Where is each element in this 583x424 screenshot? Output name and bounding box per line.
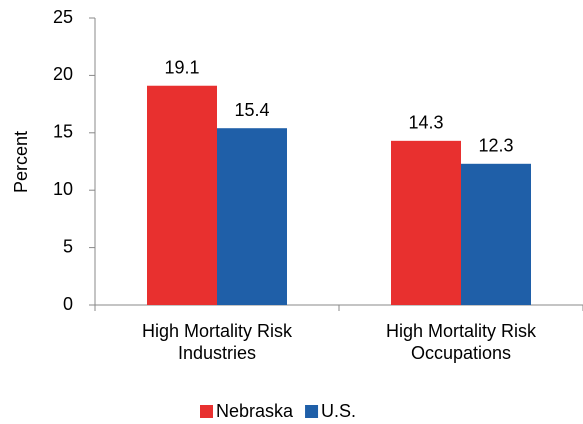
- value-label: 15.4: [234, 100, 269, 120]
- y-tick-label: 5: [63, 236, 73, 256]
- x-tick-label: High Mortality Risk Occupations: [385, 321, 537, 363]
- y-tick-label: 15: [53, 122, 73, 142]
- value-label: 14.3: [408, 113, 443, 133]
- bar: [147, 85, 217, 306]
- bar: [391, 140, 461, 305]
- x-tick-label: High Mortality Risk Industries: [141, 321, 293, 363]
- y-tick-label: 20: [53, 64, 73, 84]
- legend-label: U.S.: [321, 401, 356, 421]
- y-tick-label: 0: [63, 294, 73, 314]
- legend-swatch: [305, 405, 319, 418]
- value-label: 12.3: [478, 136, 513, 156]
- legend-label: Nebraska: [216, 401, 294, 421]
- y-tick-label: 25: [53, 7, 73, 27]
- bar: [217, 128, 287, 305]
- y-tick-label: 10: [53, 179, 73, 199]
- bar: [461, 163, 531, 305]
- y-axis-label: Percent: [11, 131, 31, 193]
- value-label: 19.1: [164, 57, 199, 77]
- legend-swatch: [200, 405, 213, 418]
